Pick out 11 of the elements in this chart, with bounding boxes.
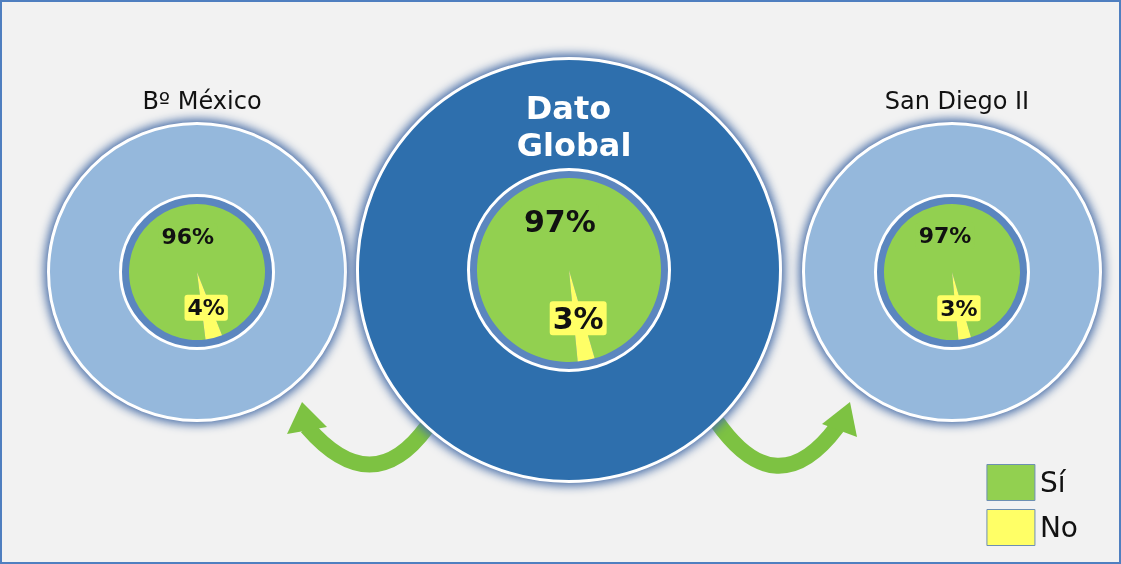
- legend-label: No: [1039, 511, 1078, 544]
- data-label: 97%: [918, 223, 972, 249]
- slice-label: Dato Global: [516, 89, 632, 165]
- data-label: 3%: [552, 300, 604, 336]
- data-label: 4%: [187, 295, 225, 321]
- legend-label: Sí: [1039, 466, 1067, 499]
- slice-label: Bº México: [142, 86, 262, 115]
- slice-label: San Diego II: [884, 86, 1030, 115]
- data-label: 3%: [940, 295, 978, 321]
- data-label: 96%: [161, 223, 215, 249]
- data-label: 97%: [523, 204, 596, 240]
